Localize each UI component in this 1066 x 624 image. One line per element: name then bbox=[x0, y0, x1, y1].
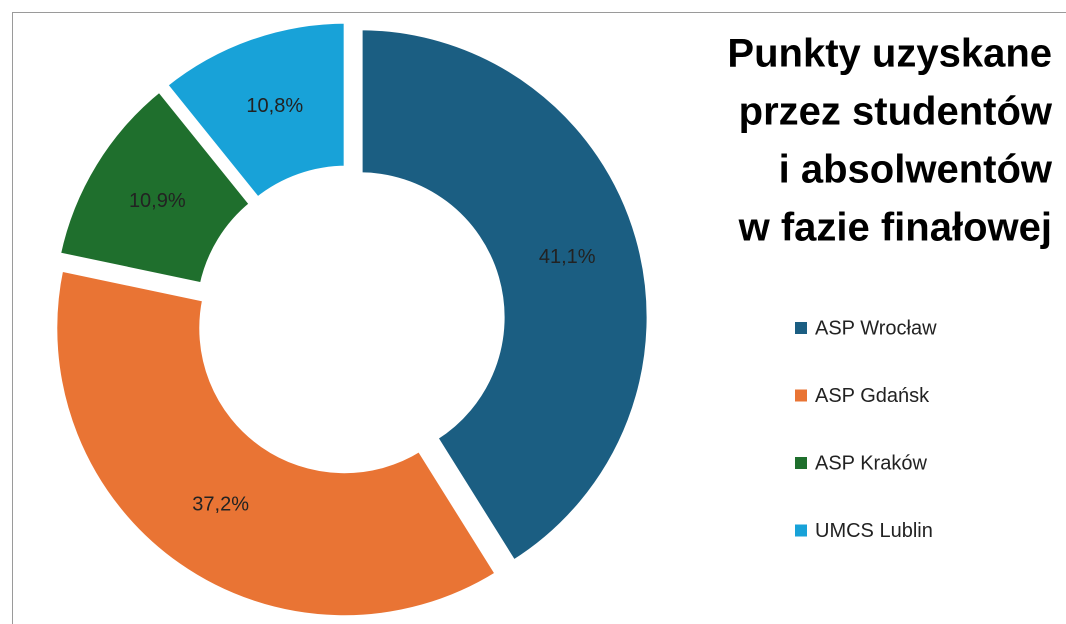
legend-swatch bbox=[795, 322, 807, 334]
donut-slice bbox=[356, 24, 653, 568]
chart-title: przez studentów bbox=[739, 90, 1053, 134]
legend-label: UMCS Lublin bbox=[815, 520, 933, 542]
chart-title: w fazie finałowej bbox=[738, 206, 1052, 250]
chart-title: i absolwentów bbox=[779, 148, 1053, 192]
donut-slice bbox=[51, 264, 503, 622]
legend-label: ASP Wrocław bbox=[815, 317, 937, 339]
legend-swatch bbox=[795, 389, 807, 402]
donut-slice bbox=[160, 17, 350, 205]
data-label: 10,8% bbox=[246, 95, 303, 117]
legend-label: ASP Kraków bbox=[815, 452, 927, 474]
data-label: 10,9% bbox=[129, 190, 186, 212]
legend-swatch bbox=[795, 524, 807, 537]
legend-swatch bbox=[795, 457, 807, 469]
donut-slice bbox=[54, 84, 257, 290]
data-label: 37,2% bbox=[192, 494, 249, 516]
chart-frame bbox=[12, 12, 1066, 624]
chart-title: Punkty uzyskane bbox=[727, 32, 1052, 76]
data-label: 41,1% bbox=[539, 246, 596, 268]
legend-label: ASP Gdańsk bbox=[815, 385, 930, 407]
